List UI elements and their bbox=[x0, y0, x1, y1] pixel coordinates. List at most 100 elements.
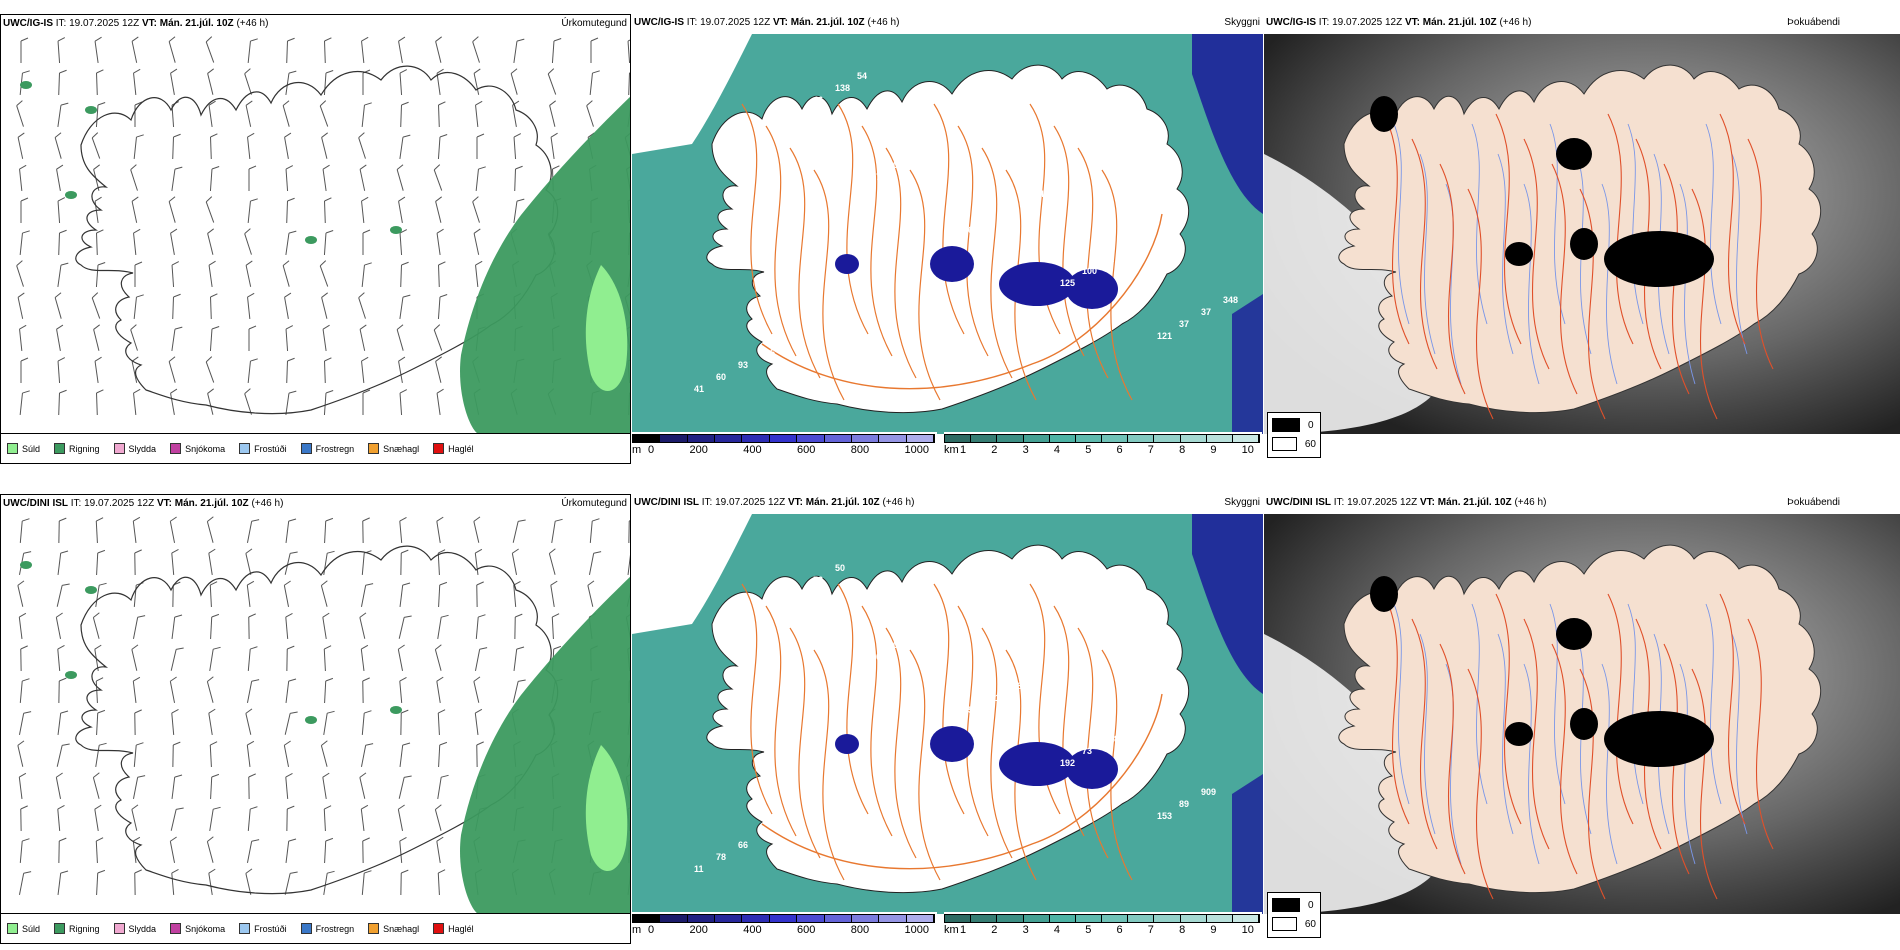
wind-barb bbox=[57, 870, 69, 896]
panel-title: UWC/DINI ISL IT: 19.07.2025 12Z VT: Mán.… bbox=[3, 498, 284, 509]
wind-barb bbox=[18, 612, 27, 640]
wind-barb bbox=[551, 518, 563, 543]
wind-barb bbox=[170, 647, 184, 671]
wind-barb bbox=[57, 710, 69, 736]
cloud-base-label: 37 bbox=[1179, 319, 1189, 329]
wind-barb bbox=[134, 709, 142, 736]
wind-barb bbox=[436, 228, 444, 255]
wind-barb bbox=[399, 229, 408, 256]
wind-barb bbox=[551, 613, 560, 640]
drizzle-area bbox=[585, 745, 628, 872]
wind-barb bbox=[208, 708, 216, 735]
scale-unit: m bbox=[632, 924, 642, 936]
cloud-base-label: 125 bbox=[769, 119, 784, 129]
scale-ticks: 0 200 400 600 800 1000 bbox=[648, 444, 929, 456]
wind-barb bbox=[285, 230, 297, 255]
wind-barb bbox=[132, 516, 141, 544]
cloud-base-label: 93 bbox=[738, 360, 748, 370]
wind-barb bbox=[586, 100, 594, 127]
wind-barb bbox=[168, 356, 176, 383]
wind-barb bbox=[399, 389, 408, 416]
visibility-scale: km 1 2 3 4 5 6 7 8 9 10 bbox=[944, 912, 1262, 944]
low-cloud-area bbox=[1232, 294, 1263, 434]
wind-barb bbox=[246, 679, 260, 703]
wind-barb bbox=[247, 292, 255, 320]
wind-barb bbox=[284, 871, 298, 895]
wind-barb bbox=[398, 615, 412, 639]
scale-tick: 6 bbox=[1116, 924, 1123, 936]
scale-tick: 3 bbox=[1022, 444, 1029, 456]
wind-barb bbox=[323, 390, 334, 416]
fog-map-bottom bbox=[1264, 514, 1900, 914]
wind-barb bbox=[283, 580, 291, 607]
legend-item: Snæhagl bbox=[368, 443, 419, 454]
wind-barb bbox=[95, 262, 106, 288]
wind-barb bbox=[285, 518, 297, 544]
wind-barb bbox=[171, 869, 179, 896]
cloud-map-bottom: 216 147 990 158 192 153 11 124 106 171 73 89 78 52 83 2… bbox=[632, 514, 1263, 914]
scale-tick: 10 bbox=[1241, 924, 1254, 936]
wind-barb bbox=[209, 166, 220, 192]
wind-barb bbox=[396, 164, 404, 191]
scale-bar bbox=[632, 914, 935, 923]
fog-patch bbox=[1370, 96, 1398, 132]
wind-barb bbox=[362, 677, 370, 704]
scale-bar bbox=[944, 434, 1260, 443]
scale-tick: 800 bbox=[850, 444, 870, 456]
wind-barb bbox=[282, 260, 290, 287]
wind-barb bbox=[589, 70, 600, 96]
legend-swatch bbox=[7, 443, 18, 454]
iceland-outline bbox=[706, 64, 1190, 414]
fog-swatch-white bbox=[1272, 437, 1297, 451]
legend-item: Frostúði bbox=[239, 923, 287, 934]
legend-item: Snjókoma bbox=[170, 923, 225, 934]
wind-barb bbox=[361, 356, 369, 384]
cloud-base-label: 60 bbox=[716, 372, 726, 382]
wind-barb bbox=[133, 742, 144, 768]
wind-barb bbox=[57, 197, 66, 224]
cloud-map-top: 229 125 107 96 125 121 41 93 106 65 100 37 60 46 63 89 7… bbox=[632, 34, 1263, 434]
wind-barb bbox=[474, 548, 483, 576]
wind-barb bbox=[399, 677, 407, 704]
wind-barb bbox=[246, 519, 260, 543]
wind-barb bbox=[94, 356, 102, 383]
fog-map-top bbox=[1264, 34, 1900, 434]
cloud-base-label: 192 bbox=[1060, 758, 1075, 768]
wind-barb bbox=[286, 197, 295, 224]
cloud-base-label: 125 bbox=[1060, 278, 1075, 288]
wind-barb bbox=[398, 196, 406, 223]
legend-item: Rigning bbox=[54, 923, 100, 934]
scale-tick: 200 bbox=[689, 924, 708, 936]
panel-label-cloud: Skyggni bbox=[1224, 497, 1260, 508]
wind-barb bbox=[55, 612, 63, 639]
cloud-base-label: 89 bbox=[1007, 201, 1017, 211]
river-network bbox=[1393, 123, 1748, 385]
fog-legend: 0 60 bbox=[1267, 892, 1321, 938]
fog-panel-bottom: UWC/DINI ISL IT: 19.07.2025 12Z VT: Mán.… bbox=[1264, 494, 1900, 944]
panel-title: UWC/IG-IS IT: 19.07.2025 12Z VT: Mán. 21… bbox=[1266, 17, 1532, 28]
cloud-base-label: 107 bbox=[866, 172, 881, 182]
wind-barb bbox=[286, 37, 295, 64]
wind-barb bbox=[550, 132, 558, 159]
wind-barb bbox=[473, 228, 481, 255]
scale-tick: 9 bbox=[1210, 444, 1217, 456]
fog-panel-top: UWC/IG-IS IT: 19.07.2025 12Z VT: Mán. 21… bbox=[1264, 14, 1900, 464]
wind-barb bbox=[54, 132, 62, 159]
wind-barb bbox=[438, 101, 446, 128]
wind-barb bbox=[285, 773, 293, 800]
legend-item: Súld bbox=[7, 443, 40, 454]
wind-barb bbox=[436, 836, 444, 863]
wind-barb bbox=[286, 357, 295, 384]
wind-barb bbox=[436, 388, 444, 415]
wind-barb bbox=[172, 293, 181, 320]
wind-barb bbox=[400, 549, 409, 576]
wind-barb bbox=[549, 100, 556, 127]
wind-barb bbox=[208, 868, 216, 895]
wind-barb bbox=[18, 711, 32, 735]
scale-unit: km bbox=[944, 444, 959, 456]
wind-barb bbox=[360, 583, 374, 607]
wind-barb bbox=[590, 37, 599, 63]
wind-barb bbox=[324, 197, 332, 224]
wind-barb bbox=[94, 804, 102, 831]
wind-barb bbox=[210, 293, 218, 320]
